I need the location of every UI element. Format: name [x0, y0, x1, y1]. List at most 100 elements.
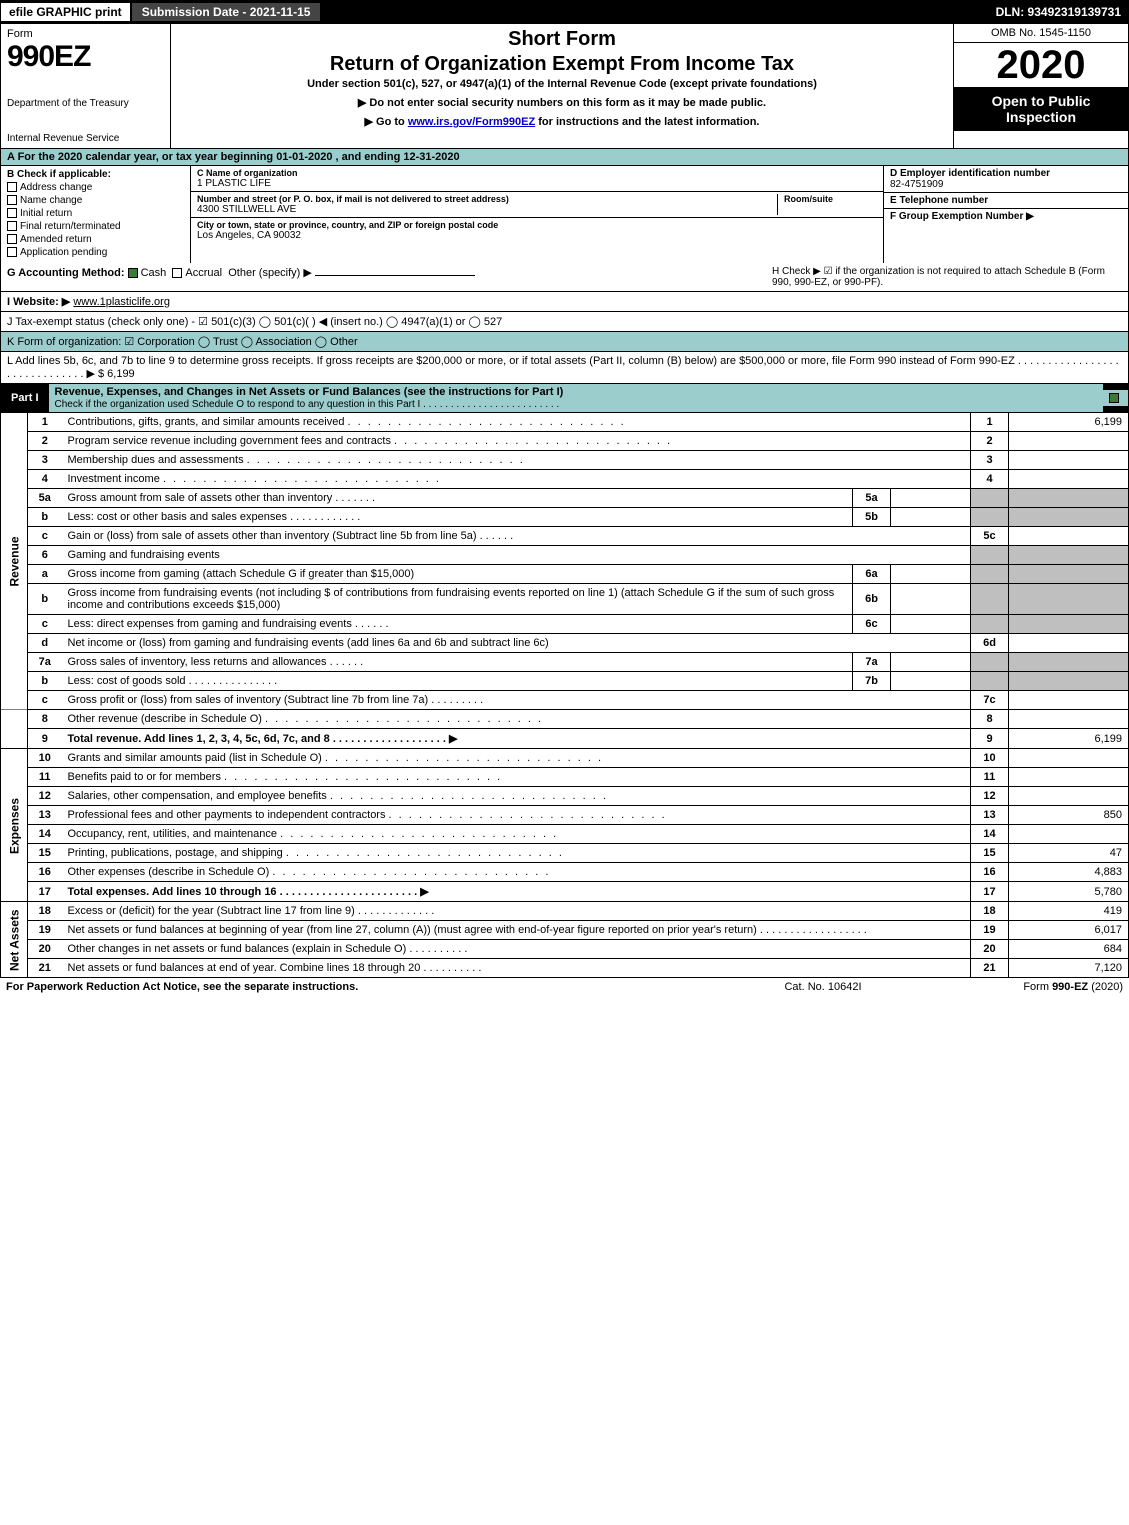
line-10: Expenses 10 Grants and similar amounts p…: [1, 749, 1129, 768]
line-20: 20 Other changes in net assets or fund b…: [1, 940, 1129, 959]
short-form-title: Short Form: [177, 28, 947, 51]
chk-cash[interactable]: [128, 268, 138, 278]
part-1-header: Part I Revenue, Expenses, and Changes in…: [0, 384, 1129, 413]
line-1: Revenue 1 Contributions, gifts, grants, …: [1, 413, 1129, 432]
omb-number: OMB No. 1545-1150: [954, 24, 1128, 43]
line-7a: 7a Gross sales of inventory, less return…: [1, 653, 1129, 672]
org-name-value: 1 PLASTIC LIFE: [197, 178, 877, 189]
line-6c: c Less: direct expenses from gaming and …: [1, 615, 1129, 634]
main-title: Return of Organization Exempt From Incom…: [177, 53, 947, 76]
section-c: C Name of organization 1 PLASTIC LIFE Nu…: [191, 166, 883, 263]
chk-address-change[interactable]: Address change: [7, 182, 184, 193]
cat-no: Cat. No. 10642I: [723, 981, 923, 993]
line-18: Net Assets 18 Excess or (deficit) for th…: [1, 902, 1129, 921]
line-5b: b Less: cost or other basis and sales ex…: [1, 508, 1129, 527]
section-d: D Employer identification number 82-4751…: [883, 166, 1128, 263]
paperwork-notice: For Paperwork Reduction Act Notice, see …: [6, 981, 723, 993]
part-1-subtitle: Check if the organization used Schedule …: [55, 399, 560, 410]
ein-label: D Employer identification number: [890, 168, 1122, 179]
line-21: 21 Net assets or fund balances at end of…: [1, 959, 1129, 978]
form-ref: Form 990-EZ (2020): [923, 981, 1123, 993]
submission-date: Submission Date - 2021-11-15: [131, 2, 322, 22]
city-row: City or town, state or province, country…: [191, 218, 883, 243]
line-6d: d Net income or (loss) from gaming and f…: [1, 634, 1129, 653]
section-j: J Tax-exempt status (check only one) - ☑…: [0, 312, 1129, 332]
goto-prefix: ▶ Go to: [365, 116, 408, 128]
line-15: 15 Printing, publications, postage, and …: [1, 844, 1129, 863]
ein-value: 82-4751909: [890, 179, 1122, 190]
page-footer: For Paperwork Reduction Act Notice, see …: [0, 978, 1129, 996]
group-exemption-row: F Group Exemption Number ▶: [884, 209, 1128, 224]
room-label: Room/suite: [784, 194, 877, 204]
line-8: 8 Other revenue (describe in Schedule O)…: [1, 710, 1129, 729]
line-14: 14 Occupancy, rent, utilities, and maint…: [1, 825, 1129, 844]
line-6a: a Gross income from gaming (attach Sched…: [1, 565, 1129, 584]
line-11: 11 Benefits paid to or for members 11: [1, 768, 1129, 787]
chk-initial-return[interactable]: Initial return: [7, 208, 184, 219]
line-16: 16 Other expenses (describe in Schedule …: [1, 863, 1129, 882]
line-7b: b Less: cost of goods sold . . . . . . .…: [1, 672, 1129, 691]
line-17: 17 Total expenses. Add lines 10 through …: [1, 882, 1129, 902]
header-right: OMB No. 1545-1150 2020 Open to Public In…: [953, 24, 1128, 148]
part-1-title: Revenue, Expenses, and Changes in Net As…: [49, 384, 1103, 412]
line-5c: c Gain or (loss) from sale of assets oth…: [1, 527, 1129, 546]
dept-treasury: Department of the Treasury: [7, 98, 164, 109]
warning-ssn: ▶ Do not enter social security numbers o…: [177, 96, 947, 109]
line-13: 13 Professional fees and other payments …: [1, 806, 1129, 825]
phone-row: E Telephone number: [884, 193, 1128, 209]
row-g-h: G Accounting Method: Cash Accrual Other …: [0, 263, 1129, 292]
part-1-label: Part I: [1, 390, 49, 406]
phone-label: E Telephone number: [890, 195, 1122, 206]
line-19: 19 Net assets or fund balances at beginn…: [1, 921, 1129, 940]
chk-accrual[interactable]: [172, 268, 182, 278]
tax-year: 2020: [954, 43, 1128, 87]
chk-final-return[interactable]: Final return/terminated: [7, 221, 184, 232]
entity-info-block: B Check if applicable: Address change Na…: [0, 166, 1129, 263]
line-12: 12 Salaries, other compensation, and emp…: [1, 787, 1129, 806]
dln-label: DLN: 93492319139731: [988, 3, 1129, 21]
section-g: G Accounting Method: Cash Accrual Other …: [7, 266, 762, 288]
line-9: 9 Total revenue. Add lines 1, 2, 3, 4, 5…: [1, 729, 1129, 749]
section-k: K Form of organization: ☑ Corporation ◯ …: [0, 332, 1129, 352]
section-l: L Add lines 5b, 6c, and 7b to line 9 to …: [0, 352, 1129, 384]
irs-link[interactable]: www.irs.gov/Form990EZ: [408, 116, 535, 128]
website-label: I Website: ▶: [7, 296, 70, 308]
line-4: 4 Investment income 4: [1, 470, 1129, 489]
tax-year-row: A For the 2020 calendar year, or tax yea…: [0, 149, 1129, 166]
org-name-label: C Name of organization: [197, 168, 877, 178]
street-value: 4300 STILLWELL AVE: [197, 204, 777, 215]
dept-irs: Internal Revenue Service: [7, 133, 164, 144]
section-b-title: B Check if applicable:: [7, 169, 184, 180]
goto-suffix: for instructions and the latest informat…: [535, 116, 759, 128]
city-value: Los Angeles, CA 90032: [197, 230, 877, 241]
chk-amended-return[interactable]: Amended return: [7, 234, 184, 245]
header-center: Short Form Return of Organization Exempt…: [171, 24, 953, 148]
form-word: Form: [7, 28, 164, 40]
part-1-table: Revenue 1 Contributions, gifts, grants, …: [0, 413, 1129, 978]
ein-row: D Employer identification number 82-4751…: [884, 166, 1128, 193]
section-b: B Check if applicable: Address change Na…: [1, 166, 191, 263]
chk-name-change[interactable]: Name change: [7, 195, 184, 206]
line-3: 3 Membership dues and assessments 3: [1, 451, 1129, 470]
street-label: Number and street (or P. O. box, if mail…: [197, 194, 777, 204]
efile-print-label[interactable]: efile GRAPHIC print: [0, 2, 131, 22]
subtitle: Under section 501(c), 527, or 4947(a)(1)…: [177, 78, 947, 90]
form-header: Form 990EZ Department of the Treasury In…: [0, 24, 1129, 149]
group-label: F Group Exemption Number ▶: [890, 211, 1034, 222]
part-1-check[interactable]: [1103, 390, 1128, 406]
section-i: I Website: ▶ www.1plasticlife.org: [0, 292, 1129, 312]
side-revenue: Revenue: [1, 413, 28, 710]
goto-instructions: ▶ Go to www.irs.gov/Form990EZ for instru…: [177, 115, 947, 128]
website-value[interactable]: www.1plasticlife.org: [73, 296, 170, 308]
chk-application-pending[interactable]: Application pending: [7, 247, 184, 258]
city-label: City or town, state or province, country…: [197, 220, 877, 230]
section-h: H Check ▶ ☑ if the organization is not r…: [762, 266, 1122, 288]
line-6b: b Gross income from fundraising events (…: [1, 584, 1129, 615]
line-5a: 5a Gross amount from sale of assets othe…: [1, 489, 1129, 508]
open-to-public: Open to Public Inspection: [954, 87, 1128, 131]
top-bar: efile GRAPHIC print Submission Date - 20…: [0, 0, 1129, 24]
line-7c: c Gross profit or (loss) from sales of i…: [1, 691, 1129, 710]
org-name-row: C Name of organization 1 PLASTIC LIFE: [191, 166, 883, 192]
g-label: G Accounting Method:: [7, 267, 125, 279]
side-expenses: Expenses: [1, 749, 28, 902]
